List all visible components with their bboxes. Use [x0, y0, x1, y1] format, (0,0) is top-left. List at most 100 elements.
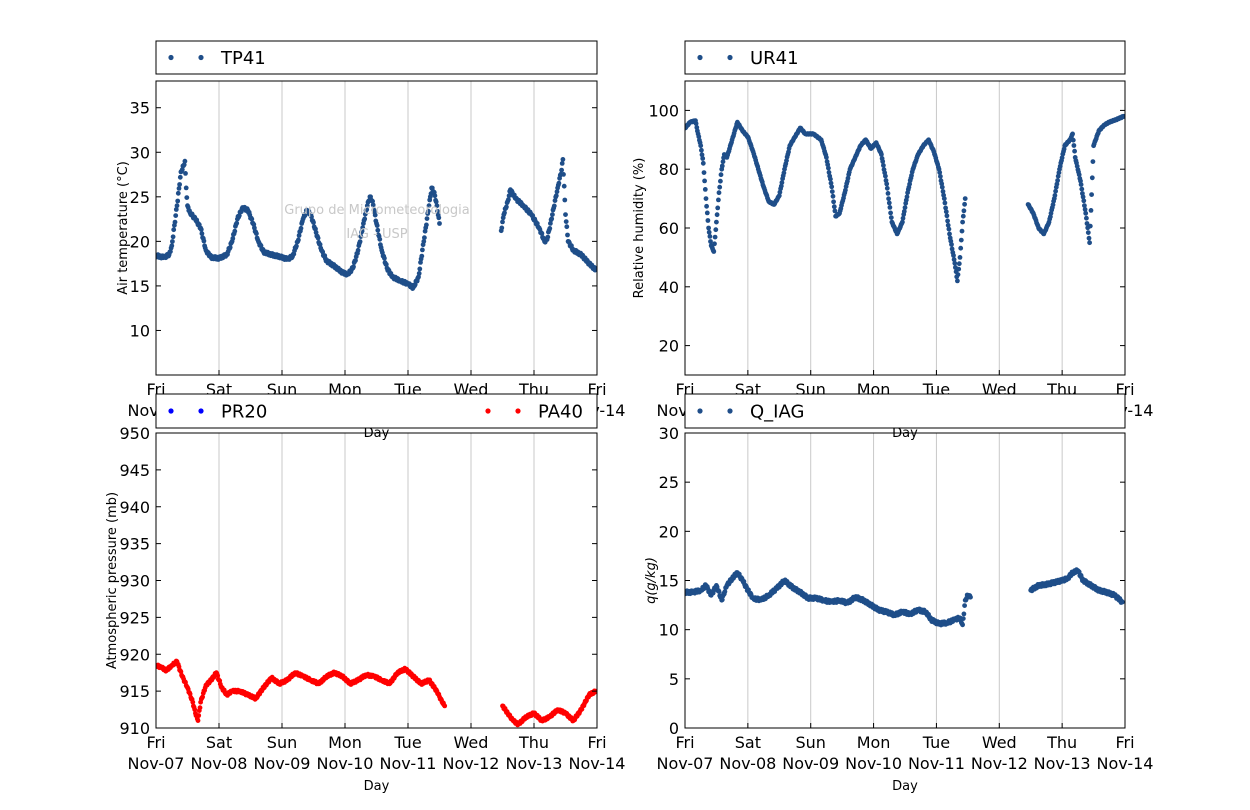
- data-point: [175, 198, 181, 204]
- x-tick-date: Nov-14: [1097, 754, 1154, 773]
- data-point: [714, 219, 719, 225]
- data-point: [254, 231, 259, 237]
- data-point: [562, 197, 568, 203]
- legend-marker: [168, 54, 174, 61]
- data-point: [705, 218, 711, 223]
- data-point: [939, 184, 945, 190]
- y-tick-label: 40: [659, 278, 679, 297]
- data-point: [554, 189, 560, 195]
- data-point: [360, 225, 366, 231]
- y-tick-label: 925: [119, 608, 150, 627]
- data-point: [252, 225, 257, 231]
- data-point: [702, 187, 708, 192]
- y-tick-label: 950: [119, 424, 150, 443]
- y-tick-label: 10: [659, 621, 679, 640]
- data-point: [702, 178, 707, 184]
- data-point: [937, 170, 943, 175]
- data-point: [956, 261, 962, 267]
- x-tick-day: Fri: [1115, 733, 1134, 752]
- data-point: [565, 232, 570, 238]
- data-point: [886, 200, 892, 206]
- x-tick-day: Sun: [267, 733, 297, 752]
- watermark-line-2: IAG - USP: [346, 227, 407, 242]
- data-point: [173, 207, 179, 212]
- data-point: [945, 222, 951, 228]
- data-point: [831, 204, 837, 210]
- data-point: [1078, 182, 1084, 188]
- data-point: [693, 121, 699, 126]
- x-tick-date: Nov-11: [380, 754, 437, 773]
- data-point: [549, 216, 555, 222]
- y-axis-label: Relative humidity (%): [632, 158, 647, 299]
- data-point: [712, 234, 718, 240]
- data-point: [960, 616, 966, 621]
- data-point: [372, 212, 378, 218]
- data-point: [230, 236, 236, 241]
- data-point: [718, 178, 723, 184]
- data-point: [883, 173, 888, 179]
- y-tick-label: 10: [130, 321, 150, 340]
- data-point: [504, 204, 509, 210]
- data-point: [831, 199, 836, 205]
- data-point: [830, 193, 836, 199]
- data-point: [296, 237, 301, 243]
- data-point: [951, 257, 957, 262]
- data-point: [182, 158, 188, 164]
- x-tick-day: Tue: [922, 733, 950, 752]
- legend-label: PR20: [221, 402, 267, 423]
- data-point: [1083, 210, 1089, 216]
- data-point: [900, 215, 906, 221]
- legend-marker: [697, 408, 703, 414]
- data-point: [1059, 155, 1065, 161]
- data-point: [364, 207, 370, 213]
- x-tick-date: Nov-08: [191, 754, 248, 773]
- humidity-legend: UR41: [684, 40, 1126, 75]
- specific-humidity-legend: Q_IAG: [684, 393, 1126, 429]
- data-point: [1084, 221, 1090, 226]
- data-point: [1070, 137, 1076, 143]
- data-point: [374, 223, 380, 229]
- data-point: [784, 158, 789, 164]
- data-point: [700, 156, 706, 161]
- y-tick-label: 910: [119, 719, 150, 738]
- data-point: [249, 216, 255, 222]
- data-point: [949, 246, 955, 252]
- data-point: [699, 152, 705, 158]
- y-tick-label: 60: [659, 219, 679, 238]
- data-point: [539, 231, 545, 236]
- legend-box: [155, 393, 598, 429]
- data-point: [1054, 181, 1060, 187]
- data-point: [1082, 203, 1087, 209]
- x-tick-date: Nov-07: [128, 754, 185, 773]
- x-tick-day: Sat: [206, 733, 232, 752]
- data-point: [845, 175, 851, 181]
- data-point: [294, 243, 299, 249]
- humidity-points: [685, 113, 1125, 284]
- data-point: [548, 221, 553, 226]
- data-point: [1052, 193, 1058, 198]
- data-point: [183, 185, 189, 191]
- data-point: [708, 239, 713, 244]
- data-point: [958, 237, 964, 243]
- data-point: [704, 210, 710, 216]
- data-point: [900, 219, 905, 225]
- data-point: [196, 713, 202, 718]
- data-point: [227, 245, 233, 250]
- data-point: [419, 253, 425, 259]
- data-point: [886, 196, 891, 202]
- data-point: [888, 210, 893, 216]
- legend-label: TP41: [220, 48, 266, 69]
- x-tick-day: Fri: [587, 733, 606, 752]
- data-point: [1079, 186, 1085, 192]
- data-point: [417, 266, 423, 272]
- data-point: [824, 155, 829, 160]
- y-tick-label: 935: [119, 535, 150, 554]
- legend-marker: [168, 408, 174, 414]
- data-point: [552, 198, 558, 204]
- temperature-legend: TP41: [155, 40, 598, 75]
- data-point: [382, 255, 387, 261]
- data-point: [718, 172, 724, 178]
- data-point: [962, 196, 968, 202]
- data-point: [779, 180, 785, 186]
- data-point: [901, 209, 907, 214]
